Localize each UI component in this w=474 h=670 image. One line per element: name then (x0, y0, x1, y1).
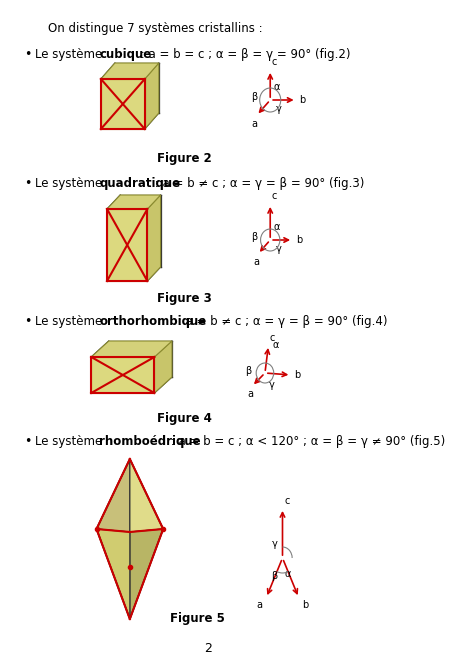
Polygon shape (155, 341, 172, 393)
Polygon shape (147, 195, 161, 281)
Text: a: a (257, 600, 263, 610)
Text: b: b (299, 95, 305, 105)
Polygon shape (107, 209, 147, 281)
Text: γ: γ (275, 104, 282, 114)
Text: c: c (272, 57, 277, 67)
Text: β: β (251, 232, 257, 242)
Text: : a = b ≠ c ; α = γ = β = 90° (fig.3): : a = b ≠ c ; α = γ = β = 90° (fig.3) (151, 177, 365, 190)
Polygon shape (91, 341, 172, 357)
Polygon shape (145, 63, 159, 129)
Text: : a = b = c ; α < 120° ; α = β = γ ≠ 90° (fig.5): : a = b = c ; α < 120° ; α = β = γ ≠ 90°… (167, 435, 445, 448)
Polygon shape (97, 459, 130, 532)
Text: •: • (25, 435, 32, 448)
Text: b: b (296, 235, 302, 245)
Text: c: c (284, 496, 290, 506)
Text: α: α (273, 82, 280, 92)
Text: c: c (269, 333, 275, 343)
Text: β: β (271, 571, 277, 581)
Text: quadratique: quadratique (99, 177, 180, 190)
Text: : a ≠ b ≠ c ; α = γ = β = 90° (fig.4): : a ≠ b ≠ c ; α = γ = β = 90° (fig.4) (173, 315, 387, 328)
Text: γ: γ (275, 244, 282, 254)
Text: a: a (252, 119, 258, 129)
Text: a: a (253, 257, 259, 267)
Text: c: c (272, 191, 277, 201)
Text: a: a (247, 389, 253, 399)
Text: 2: 2 (204, 642, 212, 655)
Text: Figure 4: Figure 4 (157, 412, 212, 425)
Text: On distingue 7 systèmes cristallins :: On distingue 7 systèmes cristallins : (48, 22, 263, 35)
Text: Le système: Le système (35, 48, 106, 61)
Text: rhomboédrique: rhomboédrique (99, 435, 201, 448)
Polygon shape (91, 357, 155, 393)
Polygon shape (97, 529, 130, 619)
Text: γ: γ (268, 380, 274, 390)
Text: •: • (25, 177, 32, 190)
Text: cubique: cubique (99, 48, 151, 61)
Text: α: α (273, 222, 280, 232)
Text: Figure 3: Figure 3 (157, 292, 211, 305)
Polygon shape (130, 459, 163, 532)
Polygon shape (107, 195, 161, 209)
Text: orthorhombique: orthorhombique (99, 315, 206, 328)
Text: γ: γ (271, 539, 277, 549)
Text: α: α (284, 569, 291, 579)
Text: β: β (251, 92, 257, 102)
Text: •: • (25, 315, 32, 328)
Polygon shape (101, 79, 145, 129)
Text: Le système: Le système (35, 177, 106, 190)
Text: α: α (273, 340, 279, 350)
Text: Le système: Le système (35, 315, 106, 328)
Text: Figure 5: Figure 5 (170, 612, 225, 625)
Polygon shape (101, 63, 159, 79)
Polygon shape (130, 529, 163, 619)
Text: β: β (245, 366, 251, 376)
Text: : a = b = c ; α = β = γ = 90° (fig.2): : a = b = c ; α = β = γ = 90° (fig.2) (137, 48, 350, 61)
Text: Le système: Le système (35, 435, 106, 448)
Text: b: b (294, 370, 300, 380)
Text: b: b (302, 600, 309, 610)
Text: •: • (25, 48, 32, 61)
Text: Figure 2: Figure 2 (157, 152, 211, 165)
